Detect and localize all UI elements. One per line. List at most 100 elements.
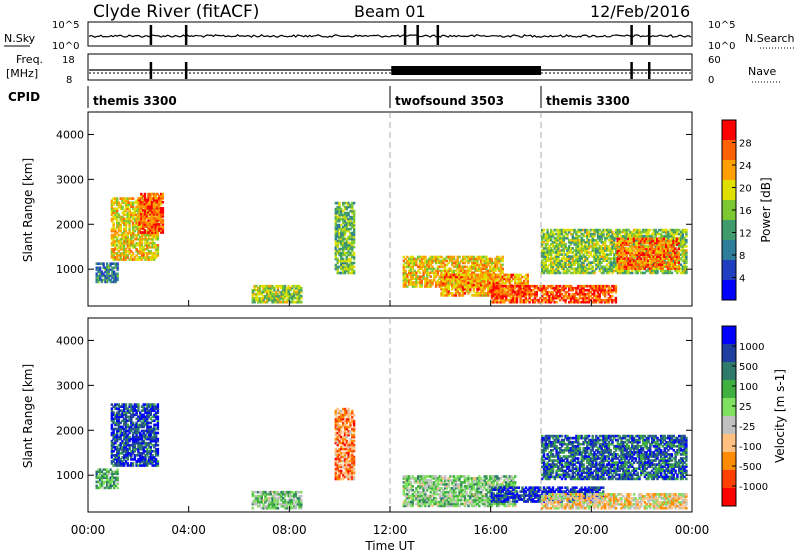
data-cell: [470, 294, 474, 297]
data-cell: [553, 296, 556, 300]
data-cell: [663, 237, 666, 241]
data-cell: [445, 275, 449, 279]
data-cell: [663, 241, 666, 245]
data-cell: [600, 298, 603, 302]
data-cell: [678, 228, 681, 232]
data-cell: [426, 265, 429, 269]
data-cell: [638, 241, 641, 245]
data-cell: [154, 217, 157, 220]
data-cell: [582, 247, 585, 250]
data-cell: [141, 205, 145, 208]
data-cell: [586, 251, 589, 254]
data-cell: [501, 269, 504, 273]
data-cell: [614, 290, 618, 294]
data-cell: [564, 292, 567, 296]
data-cell: [97, 268, 100, 272]
data-cell: [670, 257, 673, 260]
data-cell: [562, 294, 565, 298]
data-cell: [124, 256, 128, 259]
data-cell: [672, 247, 675, 251]
data-cell: [114, 209, 117, 213]
data-cell: [347, 223, 350, 227]
data-cell: [481, 273, 485, 277]
data-cell: [150, 225, 154, 228]
data-cell: [114, 476, 117, 480]
data-cell: [131, 246, 135, 249]
data-cell: [345, 213, 348, 217]
data-cell: [119, 246, 122, 249]
data-cell: [112, 203, 115, 206]
data-cell: [623, 249, 627, 253]
data-cell: [564, 236, 567, 240]
data-cell: [460, 267, 463, 271]
data-cell: [548, 232, 551, 236]
data-cell: [591, 286, 594, 290]
data-cell: [343, 223, 347, 227]
data-cell: [463, 261, 467, 265]
data-cell: [499, 284, 503, 288]
data-cell: [532, 292, 535, 296]
data-cell: [602, 290, 605, 294]
data-cell: [593, 251, 596, 254]
data-cell: [251, 292, 254, 296]
data-cell: [541, 243, 544, 246]
data-cell: [604, 255, 607, 258]
data-cell: [625, 269, 629, 273]
data-cell: [657, 255, 661, 258]
data-cell: [603, 286, 607, 290]
data-cell: [452, 261, 456, 265]
data-cell: [503, 288, 506, 291]
data-cell: [578, 247, 582, 250]
data-cell: [553, 236, 556, 240]
data-cell: [291, 292, 294, 296]
data-cell: [340, 261, 343, 265]
data-cell: [497, 281, 501, 284]
data-cell: [460, 259, 463, 263]
data-cell: [584, 271, 587, 275]
data-cell: [618, 249, 621, 253]
data-cell: [445, 263, 449, 267]
data-cell: [645, 232, 648, 236]
data-cell: [340, 237, 343, 241]
data-cell: [340, 211, 343, 215]
data-cell: [614, 236, 618, 240]
data-cell: [586, 267, 589, 271]
data-cell: [474, 273, 477, 277]
data-cell: [506, 290, 510, 294]
data-cell: [596, 259, 600, 262]
data-cell: [598, 247, 602, 250]
data-cell: [463, 275, 467, 279]
data-cell: [445, 288, 449, 291]
data-cell: [456, 292, 459, 295]
data-cell: [618, 245, 621, 248]
data-cell: [551, 296, 555, 300]
data-cell: [614, 259, 618, 262]
data-cell: [631, 269, 634, 273]
data-cell: [629, 261, 632, 264]
data-cell: [501, 267, 504, 271]
data-cell: [485, 275, 488, 278]
data-cell: [647, 267, 650, 271]
data-cell: [634, 232, 638, 236]
data-cell: [550, 292, 553, 296]
data-cell: [605, 245, 609, 248]
data-cell: [613, 261, 616, 264]
data-cell: [578, 255, 582, 258]
data-cell: [443, 259, 447, 263]
data-cell: [672, 251, 675, 255]
data-cell: [596, 251, 600, 254]
data-cell: [569, 243, 573, 246]
data-cell: [351, 243, 354, 247]
data-cell: [152, 221, 156, 224]
data-cell: [568, 255, 571, 258]
data-cell: [345, 245, 348, 249]
data-cell: [481, 259, 485, 263]
data-cell: [648, 241, 652, 245]
data-cell: [548, 247, 551, 250]
data-cell: [146, 239, 149, 243]
data-cell: [474, 292, 477, 295]
data-cell: [652, 247, 655, 251]
data-cell: [116, 211, 119, 215]
data-cell: [147, 221, 150, 224]
data-cell: [488, 267, 492, 271]
